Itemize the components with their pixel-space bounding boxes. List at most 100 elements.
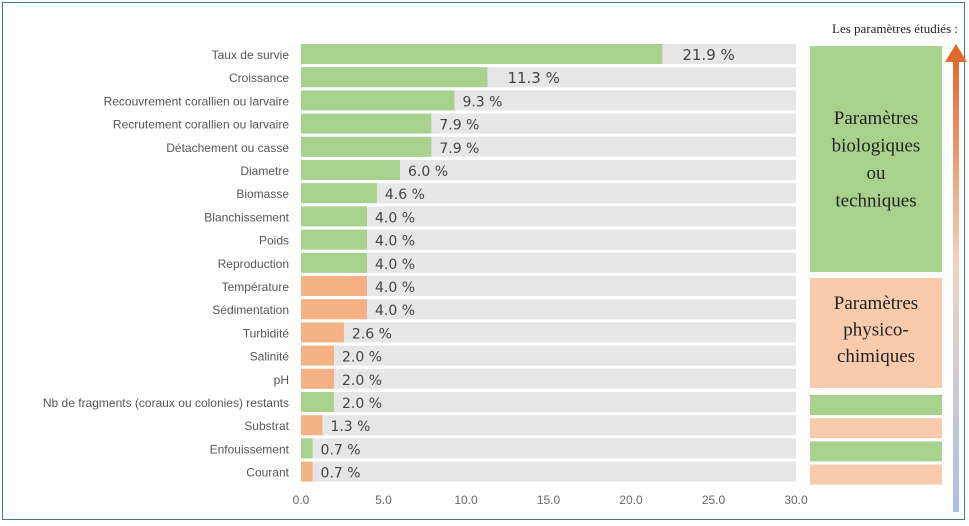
bar-track [301,229,796,250]
legend-row-swatch [810,395,942,415]
legend-row-swatch [810,418,942,439]
bar [301,136,432,157]
data-label: 21.9 % [682,46,734,64]
bar [301,183,377,204]
data-label: 2.0 % [342,396,382,412]
data-label: 11.3 % [507,69,559,87]
legend-row-swatch [810,441,942,462]
bar [301,160,400,180]
bar-track [301,415,796,436]
bar-row: Détachement ou casse 7.9 % [166,136,796,157]
bar [301,415,323,436]
x-tick-label: 0.0 [293,493,310,507]
x-tick-label: 25.0 [702,493,726,507]
data-label: 0.7 % [321,466,361,482]
chart-rows: Taux de survie 21.9 % Croissance 11.3 % Reco… [43,44,796,482]
data-label: 7.9 % [439,118,479,134]
data-label: 2.0 % [342,373,382,389]
bar-row: Salinité 2.0 % [250,345,796,366]
parameter-legend-panel: Les paramètres étudiés : Paramètres biolo… [810,21,967,512]
bar [301,368,334,389]
bio-group-label: Paramètres biologiques ou techniques [832,108,921,212]
bar-row: Diametre 6.0 % [240,160,796,180]
category-label: Nb de fragments (coraux ou colonies) res… [43,396,289,410]
bar-row: Reproduction 4.0 % [218,252,796,273]
data-label: 4.0 % [375,303,415,319]
category-label: Turbidité [243,326,290,340]
phys-group-label-line: chimiques [837,346,915,367]
bar-row: Courant 0.7 % [246,461,796,482]
phys-group-label-line: Paramètres [834,293,918,314]
legend-row-swatches [810,395,942,485]
category-label: Taux de survie [212,48,290,62]
data-label: 2.6 % [352,326,392,342]
category-label: Diametre [240,164,289,178]
bar-row: Nb de fragments (coraux ou colonies) res… [43,392,796,412]
data-label: 4.6 % [385,187,425,203]
x-tick-label: 20.0 [619,493,643,507]
bar-row: Sédimentation 4.0 % [212,299,796,320]
bar-row: Recrutement corallien ou larvaire 7.9 % [113,113,796,134]
bar [301,113,432,134]
bar-track [301,252,796,273]
x-tick-label: 10.0 [454,493,478,507]
bar-row: Turbidité 2.6 % [243,322,796,343]
bar-track [301,345,796,366]
bar-track [301,299,796,320]
bar-track [301,392,796,412]
bar-track [301,183,796,204]
data-label: 4.0 % [375,234,415,250]
phys-group-box [810,278,942,388]
bar-track [301,206,796,227]
data-label: 6.0 % [408,164,448,180]
category-label: Croissance [229,71,289,85]
category-label: Recouvrement corallien ou larvaire [104,94,290,108]
category-label: Détachement ou casse [166,141,289,155]
category-label: Enfouissement [210,442,290,456]
data-label: 7.9 % [439,141,479,157]
category-label: Reproduction [218,257,289,271]
bar-row: Biomasse 4.6 % [236,183,796,204]
data-label: 4.0 % [375,257,415,273]
x-tick-label: 5.0 [375,493,392,507]
category-label: Recrutement corallien ou larvaire [113,118,289,132]
bio-group-label-line: Paramètres [834,108,918,129]
data-label: 0.7 % [321,442,361,458]
bar-row: Croissance 11.3 % [229,67,796,88]
bar-row: Recouvrement corallien ou larvaire 9.3 % [104,90,796,111]
bio-group-label-line: techniques [835,191,916,212]
bar-track [301,368,796,389]
category-label: Blanchissement [204,210,289,224]
bar-row: Taux de survie 21.9 % [212,44,796,64]
bar-row: pH 2.0 % [274,368,796,389]
gradient-arrow-icon [945,44,967,512]
category-label: pH [274,373,289,387]
bar [301,44,663,64]
legend-title: Les paramètres étudiés : [832,21,958,36]
bar-track [301,438,796,459]
bar-track [301,276,796,296]
bar [301,206,367,227]
category-label: Sédimentation [212,303,289,317]
bar-row: Substrat 1.3 % [244,415,796,436]
x-tick-label: 15.0 [537,493,561,507]
bio-group-box [810,46,942,272]
bar-track [301,160,796,180]
category-label: Biomasse [236,187,289,201]
bar [301,229,367,250]
bar-row: Température 4.0 % [222,276,796,296]
bar-track [301,322,796,343]
category-label: Substrat [244,419,289,433]
bar [301,90,455,111]
data-label: 4.0 % [375,210,415,226]
legend-row-swatch [810,464,942,485]
bio-group-label-line: ou [867,163,887,184]
phys-group-label-line: physico- [843,320,908,341]
x-axis: 0.0 5.0 10.0 15.0 20.0 25.0 30.0 [293,493,808,507]
category-label: Poids [259,234,289,248]
data-label: 9.3 % [462,94,502,110]
bar-row: Enfouissement 0.7 % [210,438,796,459]
data-label: 2.0 % [342,350,382,366]
bar-track [301,461,796,482]
bar [301,322,344,343]
